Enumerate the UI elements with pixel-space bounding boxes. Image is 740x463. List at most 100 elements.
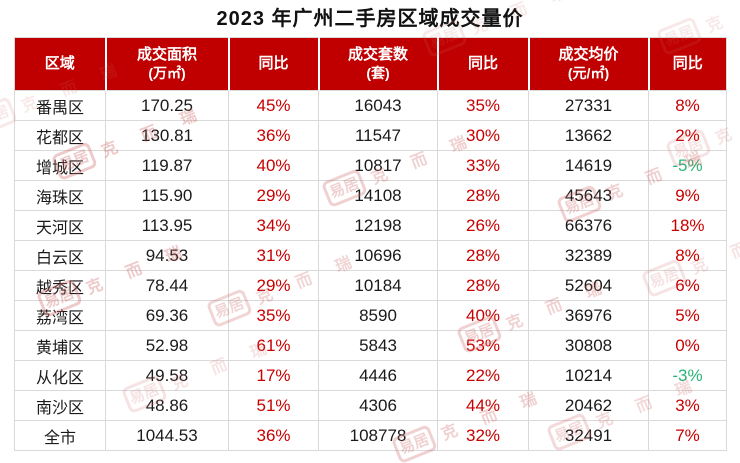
cell-value: 11547 bbox=[318, 120, 438, 151]
cell-value: 10696 bbox=[318, 240, 438, 271]
cell-district: 南沙区 bbox=[14, 390, 106, 421]
cell-yoy: -5% bbox=[648, 150, 727, 181]
cell-value: 170.25 bbox=[105, 90, 229, 121]
cell-yoy: 31% bbox=[228, 240, 319, 271]
table-header-row: 区域 成交面积 (万㎡) 同比 成交套数 (套) 同比 成交均价 (元/㎡) 同比 bbox=[14, 37, 727, 91]
cell-value: 20462 bbox=[528, 390, 649, 421]
cell-yoy: 35% bbox=[228, 300, 319, 331]
cell-yoy: 40% bbox=[228, 150, 319, 181]
cell-value: 130.81 bbox=[105, 120, 229, 151]
cell-yoy: 34% bbox=[228, 210, 319, 241]
column-header-unit: (元/㎡) bbox=[567, 65, 610, 81]
cell-yoy: 18% bbox=[648, 210, 727, 241]
cell-value: 12198 bbox=[318, 210, 438, 241]
cell-district: 番禺区 bbox=[14, 90, 106, 121]
cell-yoy: 2% bbox=[648, 120, 727, 151]
column-header-label: 区域 bbox=[44, 55, 75, 72]
cell-district: 花都区 bbox=[14, 120, 106, 151]
cell-yoy: 44% bbox=[437, 390, 529, 421]
cell-yoy: 26% bbox=[437, 210, 529, 241]
cell-yoy: 8% bbox=[648, 90, 727, 121]
cell-value: 14619 bbox=[528, 150, 649, 181]
cell-value: 94.53 bbox=[105, 240, 229, 271]
table-row: 荔湾区 69.36 35% 8590 40% 36976 5% bbox=[14, 300, 727, 331]
table-row: 花都区 130.81 36% 11547 30% 13662 2% bbox=[14, 120, 727, 151]
table-body: 番禺区 170.25 45% 16043 35% 27331 8% 花都区 130.81 36% 1… bbox=[14, 90, 727, 451]
cell-yoy: 36% bbox=[228, 420, 319, 451]
cell-yoy: 36% bbox=[228, 120, 319, 151]
cell-district: 越秀区 bbox=[14, 270, 106, 301]
cell-value: 113.95 bbox=[105, 210, 229, 241]
cell-value: 4306 bbox=[318, 390, 438, 421]
cell-value: 78.44 bbox=[105, 270, 229, 301]
cell-value: 119.87 bbox=[105, 150, 229, 181]
cell-yoy: 35% bbox=[437, 90, 529, 121]
cell-value: 10214 bbox=[528, 360, 649, 391]
cell-yoy: 28% bbox=[437, 270, 529, 301]
cell-value: 108778 bbox=[318, 420, 438, 451]
column-header-label: 同比 bbox=[258, 55, 289, 72]
cell-yoy: 17% bbox=[228, 360, 319, 391]
column-header-6: 同比 bbox=[648, 37, 727, 91]
cell-yoy: 30% bbox=[437, 120, 529, 151]
cell-value: 8590 bbox=[318, 300, 438, 331]
table-row: 从化区 49.58 17% 4446 22% 10214 -3% bbox=[14, 360, 727, 391]
cell-district: 天河区 bbox=[14, 210, 106, 241]
column-header-label: 同比 bbox=[672, 55, 703, 72]
cell-value: 52.98 bbox=[105, 330, 229, 361]
cell-yoy: -3% bbox=[648, 360, 727, 391]
cell-yoy: 6% bbox=[648, 270, 727, 301]
cell-value: 66376 bbox=[528, 210, 649, 241]
cell-yoy: 0% bbox=[648, 330, 727, 361]
cell-district: 荔湾区 bbox=[14, 300, 106, 331]
column-header-unit: (万㎡) bbox=[148, 65, 186, 81]
cell-yoy: 33% bbox=[437, 150, 529, 181]
cell-district: 增城区 bbox=[14, 150, 106, 181]
cell-value: 1044.53 bbox=[105, 420, 229, 451]
cell-value: 69.36 bbox=[105, 300, 229, 331]
cell-value: 45643 bbox=[528, 180, 649, 211]
column-header-label: 成交面积 bbox=[136, 46, 197, 63]
cell-value: 27331 bbox=[528, 90, 649, 121]
column-header-0: 区域 bbox=[14, 37, 107, 91]
cell-district: 黄埔区 bbox=[14, 330, 106, 361]
cell-value: 30808 bbox=[528, 330, 649, 361]
cell-value: 52604 bbox=[528, 270, 649, 301]
cell-yoy: 61% bbox=[228, 330, 319, 361]
cell-district: 从化区 bbox=[14, 360, 106, 391]
cell-yoy: 22% bbox=[437, 360, 529, 391]
cell-value: 14108 bbox=[318, 180, 438, 211]
cell-value: 5843 bbox=[318, 330, 438, 361]
column-header-2: 同比 bbox=[228, 37, 320, 91]
cell-value: 49.58 bbox=[105, 360, 229, 391]
cell-district: 海珠区 bbox=[14, 180, 106, 211]
header-row: 区域 成交面积 (万㎡) 同比 成交套数 (套) 同比 成交均价 (元/㎡) 同比 bbox=[14, 37, 727, 91]
cell-yoy: 29% bbox=[228, 270, 319, 301]
table-row: 全市 1044.53 36% 108778 32% 32491 7% bbox=[14, 420, 727, 451]
cell-value: 16043 bbox=[318, 90, 438, 121]
cell-value: 32389 bbox=[528, 240, 649, 271]
cell-yoy: 3% bbox=[648, 390, 727, 421]
page-title: 2023 年广州二手房区域成交量价 bbox=[216, 8, 524, 30]
table-row: 白云区 94.53 31% 10696 28% 32389 8% bbox=[14, 240, 727, 271]
cell-yoy: 9% bbox=[648, 180, 727, 211]
table-row: 南沙区 48.86 51% 4306 44% 20462 3% bbox=[14, 390, 727, 421]
cell-value: 36976 bbox=[528, 300, 649, 331]
table-row: 番禺区 170.25 45% 16043 35% 27331 8% bbox=[14, 90, 727, 121]
cell-value: 48.86 bbox=[105, 390, 229, 421]
cell-yoy: 53% bbox=[437, 330, 529, 361]
column-header-4: 同比 bbox=[437, 37, 530, 91]
cell-district: 白云区 bbox=[14, 240, 106, 271]
column-header-3: 成交套数 (套) bbox=[318, 37, 439, 91]
transactions-table: 区域 成交面积 (万㎡) 同比 成交套数 (套) 同比 成交均价 (元/㎡) 同比 番禺区 170.… bbox=[14, 37, 727, 451]
table-row: 天河区 113.95 34% 12198 26% 66376 18% bbox=[14, 210, 727, 241]
table-row: 越秀区 78.44 29% 10184 28% 52604 6% bbox=[14, 270, 727, 301]
table-row: 黄埔区 52.98 61% 5843 53% 30808 0% bbox=[14, 330, 727, 361]
cell-value: 10817 bbox=[318, 150, 438, 181]
column-header-1: 成交面积 (万㎡) bbox=[105, 37, 230, 91]
cell-value: 13662 bbox=[528, 120, 649, 151]
column-header-5: 成交均价 (元/㎡) bbox=[528, 37, 650, 91]
column-header-label: 成交套数 bbox=[347, 46, 408, 63]
cell-yoy: 5% bbox=[648, 300, 727, 331]
